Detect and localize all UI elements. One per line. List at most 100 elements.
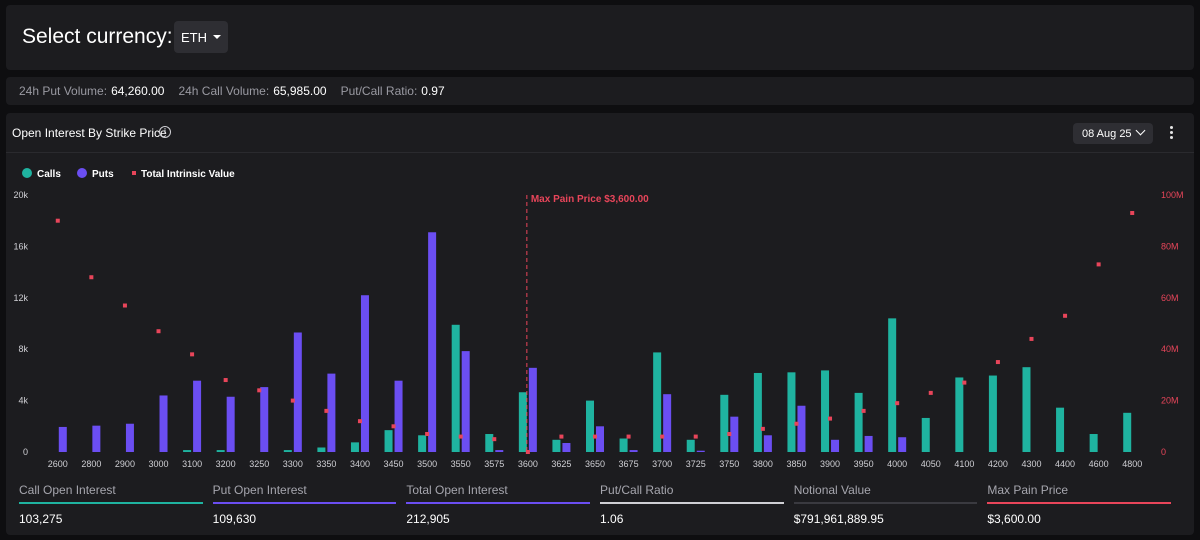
intrinsic-value-point — [727, 432, 732, 437]
puts-bar — [696, 450, 705, 452]
volume-stats-bar: 24h Put Volume: 64,260.00 24h Call Volume… — [6, 77, 1194, 105]
metric-underline — [406, 502, 591, 504]
metric-underline — [19, 502, 203, 504]
x-axis-tick-label: 3950 — [854, 459, 874, 469]
summary-metrics: Call Open Interest 103,275 Put Open Inte… — [19, 483, 1181, 526]
intrinsic-value-point — [324, 408, 329, 413]
intrinsic-value-point — [962, 380, 967, 385]
x-axis-tick-label: 4050 — [921, 459, 941, 469]
left-axis-tick-label: 0 — [23, 447, 28, 457]
x-axis-tick-label: 4100 — [954, 459, 974, 469]
intrinsic-value-point — [190, 352, 195, 357]
x-axis-tick-label: 3500 — [417, 459, 437, 469]
intrinsic-value-point — [391, 424, 396, 429]
puts-bar — [629, 450, 638, 452]
left-axis-tick-label: 8k — [18, 344, 28, 354]
intrinsic-value-point — [861, 408, 866, 413]
calls-bar — [720, 394, 729, 452]
x-axis-tick-label: 3600 — [518, 459, 538, 469]
intrinsic-value-point — [559, 434, 564, 439]
x-axis-tick-label: 3550 — [451, 459, 471, 469]
calls-bar — [418, 435, 427, 452]
caret-down-icon — [213, 35, 221, 39]
intrinsic-value-point — [760, 426, 765, 431]
x-axis-tick-label: 3625 — [551, 459, 571, 469]
intrinsic-value-point — [626, 434, 631, 439]
intrinsic-value-point — [492, 437, 497, 442]
x-axis-tick-label: 3300 — [283, 459, 303, 469]
select-currency-label: Select currency: — [22, 25, 173, 48]
x-axis-tick-label: 3800 — [753, 459, 773, 469]
x-axis-tick-label: 3675 — [619, 459, 639, 469]
calls-bar — [821, 370, 830, 452]
puts-bar — [125, 423, 134, 452]
x-axis-tick-label: 3725 — [686, 459, 706, 469]
legend-puts-marker — [77, 168, 87, 178]
puts-bar — [797, 405, 806, 452]
put-call-ratio-stat: Put/Call Ratio: 0.97 — [340, 84, 445, 98]
x-axis-tick-label: 3400 — [350, 459, 370, 469]
legend-calls-marker — [22, 168, 32, 178]
open-interest-chart: Calls Puts Total Intrinsic Value 0 4k 8k 12k 16… — [13, 168, 1184, 469]
intrinsic-value-point — [1096, 262, 1101, 267]
calls-bar — [854, 392, 863, 452]
calls-bar — [384, 430, 393, 452]
x-axis-tick-label: 4600 — [1089, 459, 1109, 469]
call-volume-stat: 24h Call Volume: 65,985.00 — [178, 84, 327, 98]
expiry-date-dropdown[interactable]: 08 Aug 25 — [1073, 123, 1153, 144]
puts-bar — [461, 351, 470, 452]
x-axis-tick-label: 3700 — [652, 459, 672, 469]
intrinsic-value-point — [660, 434, 665, 439]
x-axis-tick-label: 4000 — [887, 459, 907, 469]
x-axis-tick-label: 2900 — [115, 459, 135, 469]
intrinsic-value-point — [55, 218, 60, 223]
legend-puts-label: Puts — [92, 169, 114, 180]
puts-bar — [193, 380, 202, 452]
legend-calls-label: Calls — [37, 169, 61, 180]
x-axis-tick-label: 3250 — [249, 459, 269, 469]
calls-bar — [988, 375, 997, 452]
expiry-date-value: 08 Aug 25 — [1082, 127, 1132, 140]
puts-bar — [260, 387, 269, 452]
x-axis-tick-label: 3000 — [148, 459, 168, 469]
intrinsic-value-point — [223, 378, 228, 383]
calls-bar — [1089, 434, 1098, 452]
puts-bar — [663, 394, 672, 452]
x-axis-tick-label: 4200 — [988, 459, 1008, 469]
metric-underline — [987, 502, 1172, 504]
intrinsic-value-point — [425, 432, 430, 437]
x-axis-tick-label: 4300 — [1021, 459, 1041, 469]
x-axis-tick-label: 3650 — [585, 459, 605, 469]
puts-bar — [495, 450, 504, 452]
calls-bar — [619, 438, 628, 452]
x-axis-tick-label: 2600 — [48, 459, 68, 469]
metric-underline — [600, 502, 784, 504]
calls-bar — [552, 439, 561, 452]
more-options-icon[interactable] — [1166, 126, 1176, 142]
left-axis-tick-label: 12k — [13, 293, 28, 303]
puts-bar — [596, 426, 604, 452]
intrinsic-value-point — [693, 434, 698, 439]
intrinsic-value-point — [1029, 336, 1034, 341]
metric-underline — [793, 502, 978, 504]
chart-header: Open Interest By Strike Price i 08 Aug 2… — [6, 113, 1194, 153]
calls-bar — [283, 450, 292, 452]
calls-bar — [317, 447, 326, 452]
intrinsic-value-point — [1063, 313, 1068, 318]
intrinsic-value-point — [156, 329, 161, 334]
calls-bar — [921, 417, 930, 452]
puts-bar — [831, 439, 840, 452]
currency-dropdown[interactable]: ETH — [174, 21, 228, 53]
calls-bar — [216, 450, 225, 452]
chart-title: Open Interest By Strike Price — [12, 126, 167, 140]
left-axis-tick-label: 4k — [18, 396, 28, 406]
metric-put-call-ratio: Put/Call Ratio 1.06 — [600, 483, 794, 526]
info-icon[interactable]: i — [159, 126, 171, 138]
puts-bar — [293, 332, 302, 452]
calls-bar — [787, 372, 796, 452]
intrinsic-value-point — [257, 388, 262, 393]
left-axis-tick-label: 20k — [13, 190, 28, 200]
intrinsic-value-point — [1130, 210, 1135, 215]
x-axis-tick-label: 2800 — [81, 459, 101, 469]
metric-call-open-interest: Call Open Interest 103,275 — [19, 483, 213, 526]
